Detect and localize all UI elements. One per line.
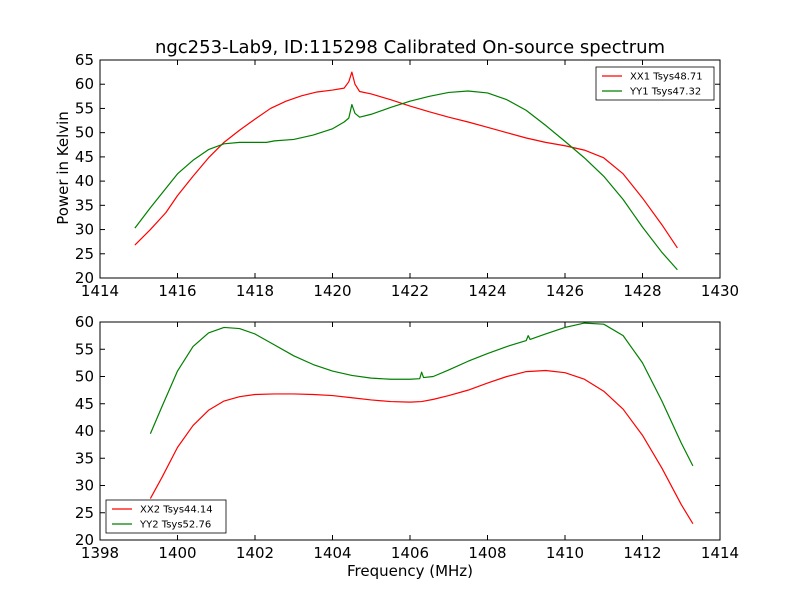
bottom-plot: 1398 1400 1402 1404 1406 1408 1410 1412 1414 20 25… <box>75 313 739 562</box>
series-line-1-2 <box>134 90 678 271</box>
x-axis-label: Frequency (MHz) <box>347 562 473 580</box>
y-tick-label: 55 <box>75 99 94 117</box>
y-tick-label: 40 <box>75 172 94 190</box>
y-tick-label: 55 <box>75 340 94 358</box>
y-tick-label: 20 <box>75 531 94 549</box>
y-tick-label: 30 <box>75 477 94 495</box>
legend: XX2 Tsys44.14 YY2 Tsys52.76 <box>105 499 227 534</box>
x-tick-label: 1414 <box>701 544 739 562</box>
y-tick-label: 50 <box>75 124 94 142</box>
x-tick-label: 1422 <box>391 282 429 300</box>
y-tick-label: 40 <box>75 422 94 440</box>
x-tick-label: 1412 <box>623 544 661 562</box>
x-tick-label: 1426 <box>546 282 584 300</box>
x-tick-label: 1428 <box>623 282 661 300</box>
x-tick-label: 1424 <box>468 282 506 300</box>
legend-label: YY1 Tsys47.32 <box>629 87 701 98</box>
y-tick-label: 35 <box>75 196 94 214</box>
x-tick-label: 1420 <box>313 282 351 300</box>
y-tick-label: 25 <box>75 245 94 263</box>
y-tick-label: 60 <box>75 313 94 331</box>
y-axis-label: Power in Kelvin <box>54 111 72 225</box>
y-tick-label: 35 <box>75 449 94 467</box>
y-tick-label: 30 <box>75 221 94 239</box>
chart-title: ngc253-Lab9, ID:115298 Calibrated On-sou… <box>155 37 665 58</box>
y-tick-label: 20 <box>75 269 94 287</box>
legend-label: XX2 Tsys44.14 <box>140 505 213 516</box>
x-tick-label: 1406 <box>391 544 429 562</box>
legend-box <box>595 66 715 101</box>
x-tick-label: 1404 <box>313 544 351 562</box>
y-tick-label: 45 <box>75 148 94 166</box>
legend-box <box>105 499 227 534</box>
x-tick-label: 1414 <box>81 282 119 300</box>
x-tick-label: 1398 <box>81 544 119 562</box>
series-line-2-1 <box>149 369 694 524</box>
y-tick-label: 60 <box>75 75 94 93</box>
x-tick-label: 1416 <box>158 282 196 300</box>
y-tick-label: 45 <box>75 395 94 413</box>
legend: XX1 Tsys48.71 YY1 Tsys47.32 <box>595 66 715 101</box>
x-tick-label: 1400 <box>158 544 196 562</box>
top-plot: 1414 1416 1418 1420 1422 1424 1426 1428 1430 20 25… <box>75 51 739 300</box>
x-tick-label: 1410 <box>546 544 584 562</box>
legend-label: YY2 Tsys52.76 <box>139 520 211 531</box>
x-tick-label: 1430 <box>701 282 739 300</box>
legend-label: XX1 Tsys48.71 <box>630 72 703 83</box>
x-tick-label: 1418 <box>236 282 274 300</box>
y-tick-label: 50 <box>75 368 94 386</box>
y-tick-label: 25 <box>75 504 94 522</box>
y-tick-label: 65 <box>75 51 94 69</box>
series-line-2-2 <box>149 322 694 467</box>
x-tick-label: 1402 <box>236 544 274 562</box>
x-tick-label: 1408 <box>468 544 506 562</box>
